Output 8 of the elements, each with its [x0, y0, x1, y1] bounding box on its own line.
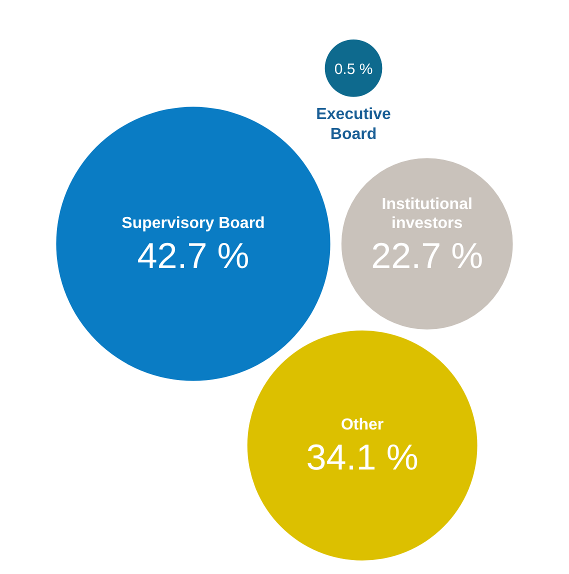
category-label: Institutional investors — [382, 196, 472, 232]
data-label: 34.1 % — [306, 436, 418, 478]
category-label: Supervisory Board — [122, 214, 265, 232]
category-label: Executive Board — [316, 106, 391, 143]
data-label: 22.7 % — [371, 234, 484, 276]
data-label: 0.5 % — [334, 61, 373, 78]
data-label: 42.7 % — [137, 234, 250, 276]
category-label: Other — [340, 416, 384, 434]
